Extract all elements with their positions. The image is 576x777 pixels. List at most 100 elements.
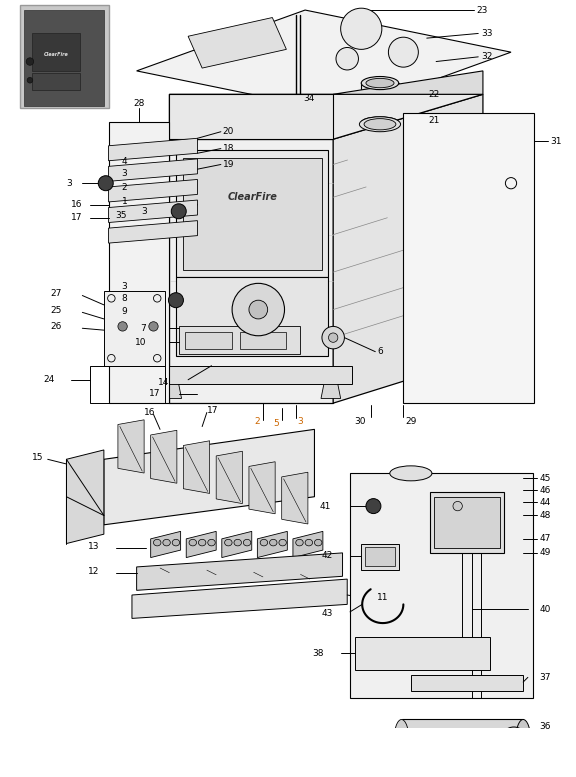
Text: 48: 48	[539, 511, 551, 520]
Polygon shape	[186, 531, 216, 558]
Text: 45: 45	[539, 473, 551, 483]
Ellipse shape	[234, 539, 241, 546]
Text: 27: 27	[50, 289, 62, 298]
Polygon shape	[176, 277, 328, 357]
Circle shape	[501, 727, 527, 753]
Text: 20: 20	[223, 127, 234, 136]
Text: 3: 3	[141, 207, 147, 216]
Polygon shape	[132, 579, 347, 618]
Text: 5: 5	[273, 420, 279, 428]
Text: 10: 10	[134, 338, 146, 347]
Text: 7: 7	[140, 324, 146, 333]
Circle shape	[336, 47, 358, 70]
Bar	[20, 5, 108, 108]
Bar	[365, 547, 395, 566]
Ellipse shape	[361, 117, 399, 128]
Text: 23: 23	[476, 5, 488, 15]
Bar	[355, 637, 490, 670]
Polygon shape	[108, 138, 198, 161]
Text: 43: 43	[322, 609, 333, 618]
Text: 2: 2	[122, 183, 127, 193]
Text: 37: 37	[539, 673, 551, 682]
Bar	[183, 158, 322, 270]
Circle shape	[232, 284, 285, 336]
Polygon shape	[321, 385, 340, 399]
Circle shape	[26, 57, 33, 65]
Bar	[90, 366, 165, 403]
Text: 4: 4	[122, 157, 127, 166]
Polygon shape	[403, 113, 535, 403]
Bar	[32, 73, 81, 89]
Circle shape	[118, 322, 127, 331]
Polygon shape	[151, 430, 177, 483]
Polygon shape	[333, 94, 483, 403]
Text: 2: 2	[255, 417, 260, 427]
Bar	[401, 720, 523, 761]
Text: 13: 13	[88, 542, 99, 551]
Polygon shape	[249, 462, 275, 514]
Text: 40: 40	[539, 605, 551, 614]
Ellipse shape	[198, 539, 206, 546]
Bar	[240, 332, 286, 349]
Polygon shape	[169, 94, 333, 139]
Ellipse shape	[172, 539, 180, 546]
Polygon shape	[108, 179, 198, 202]
Ellipse shape	[394, 720, 409, 761]
Circle shape	[328, 333, 338, 343]
Text: 1: 1	[122, 197, 127, 207]
Circle shape	[149, 322, 158, 331]
Polygon shape	[104, 430, 314, 524]
Polygon shape	[162, 385, 181, 399]
Text: 16: 16	[71, 200, 82, 209]
Text: 18: 18	[223, 144, 234, 153]
Ellipse shape	[279, 539, 286, 546]
Ellipse shape	[295, 539, 303, 546]
Polygon shape	[169, 139, 333, 403]
Circle shape	[453, 501, 463, 510]
Text: 29: 29	[406, 417, 416, 427]
Bar	[361, 544, 399, 570]
Ellipse shape	[359, 117, 400, 132]
Polygon shape	[293, 531, 323, 558]
Polygon shape	[216, 451, 242, 503]
Polygon shape	[118, 420, 144, 473]
Text: 31: 31	[550, 137, 562, 145]
Ellipse shape	[260, 539, 268, 546]
Text: 15: 15	[32, 453, 43, 462]
Text: 8: 8	[122, 294, 127, 303]
Polygon shape	[183, 441, 210, 493]
Bar	[32, 33, 81, 71]
Bar	[185, 332, 232, 349]
Ellipse shape	[516, 720, 530, 761]
Text: ClearFire: ClearFire	[228, 192, 278, 202]
Text: 32: 32	[481, 52, 492, 61]
Text: 6: 6	[377, 347, 383, 356]
Circle shape	[98, 176, 113, 190]
Circle shape	[366, 499, 381, 514]
Ellipse shape	[390, 466, 432, 481]
Circle shape	[322, 326, 344, 349]
Polygon shape	[24, 10, 104, 106]
Polygon shape	[282, 472, 308, 524]
Circle shape	[507, 733, 520, 747]
Bar	[179, 326, 301, 354]
Text: 35: 35	[116, 211, 127, 221]
Text: 3: 3	[122, 281, 127, 291]
Text: ClearFire: ClearFire	[44, 51, 69, 57]
Text: 11: 11	[377, 594, 389, 602]
Circle shape	[168, 293, 183, 308]
Bar	[361, 83, 399, 122]
Circle shape	[388, 37, 418, 67]
Text: 47: 47	[539, 535, 551, 543]
Polygon shape	[257, 531, 287, 558]
Polygon shape	[169, 94, 483, 139]
Ellipse shape	[366, 78, 394, 88]
Text: 42: 42	[322, 551, 333, 560]
Polygon shape	[108, 159, 198, 181]
Text: 34: 34	[303, 95, 314, 103]
Ellipse shape	[243, 539, 251, 546]
Polygon shape	[176, 151, 328, 277]
Text: 24: 24	[43, 375, 54, 385]
Polygon shape	[137, 553, 343, 591]
Circle shape	[171, 204, 186, 219]
